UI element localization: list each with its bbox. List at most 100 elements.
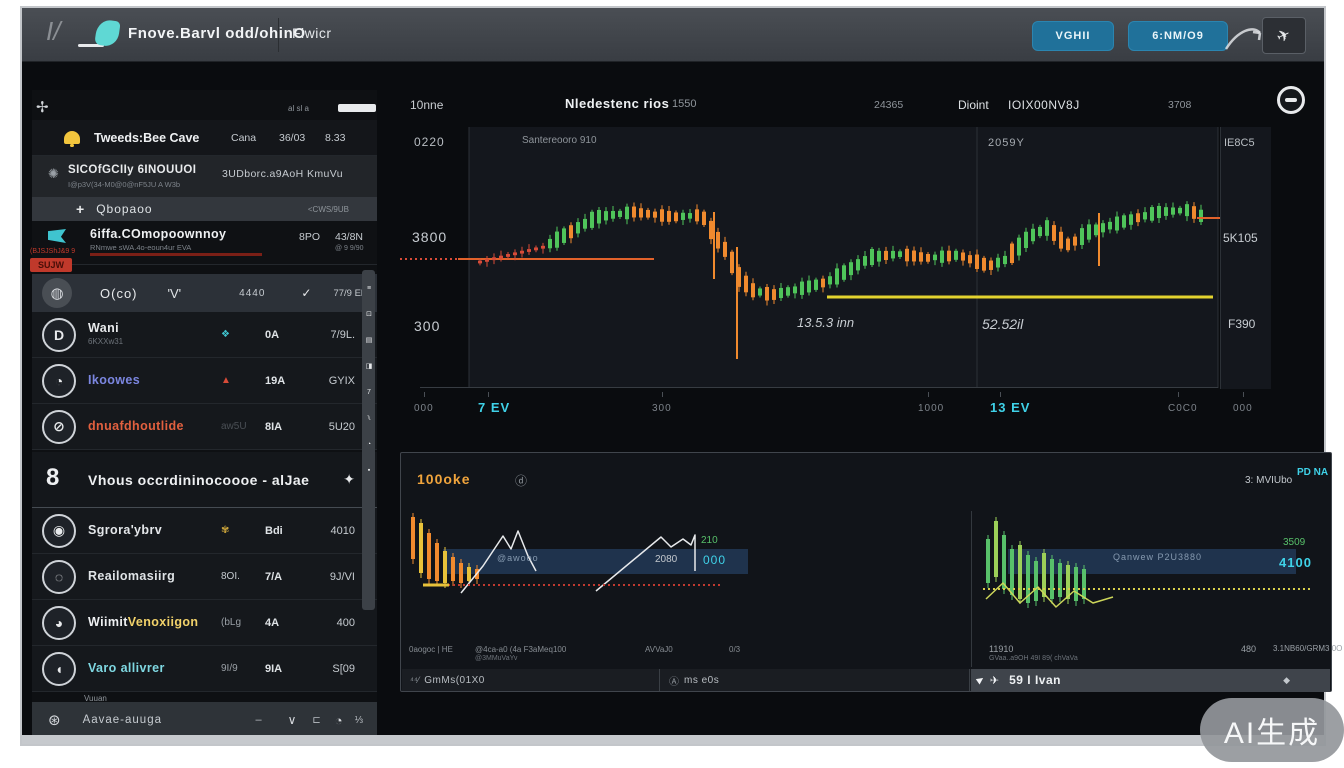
status-bar: ⁴⁴⁄ GmMs(01X0 Ⓐ ms e0s ► ✈ 59 I Ivan ◆ (402, 669, 1330, 691)
timeframe-label[interactable]: 10nne (410, 98, 444, 112)
info-circle-icon[interactable]: ⓓ (515, 474, 528, 488)
asset-mid: 8OI. (221, 571, 240, 582)
x-axis: 000 7 EV 300 1000 13 EV C0C0 000 (400, 392, 1260, 420)
selected-text2: 'V' (167, 285, 182, 301)
watchlist-row[interactable]: ◌ Reailomasiirg 8OI. 7/A 9J/VI (32, 554, 377, 600)
group-title: Vhous occrdininocoooe - alJae (88, 471, 310, 488)
asset-value-1: 4A (265, 616, 280, 629)
logo-underline (78, 44, 104, 47)
sparkle-icon: ✦ (343, 471, 355, 487)
watchlist-row[interactable]: D Wani 6KXXw31 ❖ 0A 7/9L. (32, 312, 377, 358)
nav-item[interactable]: Fiwicr (292, 25, 332, 41)
tools-button[interactable]: ✈ (1262, 17, 1306, 54)
meta-b: @4ca-a0 (4a F3aMeq100 (475, 645, 567, 654)
dock-icon[interactable]: ⊏ (312, 714, 321, 726)
watchlist-row[interactable]: ◉ Sgrora'ybrv ✾ Bdi 4010 (32, 508, 377, 554)
asset-value-2: S[09 (332, 662, 355, 675)
bell-icon (64, 131, 80, 147)
left-chart-value1: 2080 (655, 554, 678, 565)
annotation-1: 13.5.3 inn (797, 315, 855, 330)
selected-value2: 77/9 Eh (333, 287, 367, 299)
alert-row[interactable]: Tweeds:Bee Cave Cana 36/03 8.33 (32, 120, 377, 156)
check-icon: ✓ (301, 286, 312, 300)
x-tick: 000 (414, 403, 434, 414)
asset-name: Reailomasiirg (88, 569, 176, 583)
bottom-panel-title: 100oke (417, 471, 471, 487)
card-sub: I@p3V(34-M0@0@nF5JU A W3b (68, 180, 181, 189)
status-segment-2[interactable]: Ⓐ ms e0s (661, 669, 970, 691)
cursor-icon: ► (972, 671, 989, 689)
watchlist-row[interactable]: ⊘ dnuafdhoutlide aw5U 8IA 5U20 (32, 404, 377, 450)
selected-watchlist-row[interactable]: ◍ O(co) 'V' 4440 ✓ 77/9 Eh (32, 274, 377, 313)
asset-mid: aw5U (221, 421, 247, 432)
right-axis-panel (1220, 127, 1271, 389)
bottom-panel: 100oke ⓓ 3: MVIUbo PD NA @awooo 2080 000… (400, 452, 1342, 692)
move-icon[interactable]: ✢ (36, 99, 49, 116)
status2-label: ms e0s (684, 674, 720, 686)
watchlist-row[interactable]: ◖ Varo allivrer 9I/9 9IA S[09 (32, 646, 377, 692)
watchlist-row[interactable]: ◕ Wiimit Venoxiigon (bLg 4A 400 (32, 600, 377, 646)
stamp-icon[interactable]: ∨ (287, 713, 297, 727)
dash-icon[interactable]: – (255, 714, 262, 726)
header-value-1: 24365 (874, 99, 904, 111)
x-tick-mark (1178, 392, 1179, 397)
brand-title[interactable]: Fnove.Barvl odd/ohinO (128, 25, 306, 42)
annotation-2: 52.52il (982, 316, 1024, 332)
band-text-right: Qanwew P2U3880 (1113, 552, 1203, 562)
asset-icon: D (42, 317, 76, 352)
x-tick-mark (1243, 392, 1244, 397)
asset-value-1: Bdi (265, 524, 283, 537)
right-chart-value2: 4100 (1279, 555, 1312, 570)
x-tick-mark (662, 392, 663, 397)
asset-icon: ◖ (42, 651, 76, 686)
x-tick-mark (424, 392, 425, 397)
clock-icon[interactable]: ◔ (334, 712, 343, 728)
x-tick: 300 (652, 403, 672, 414)
topbar-button-2[interactable]: 6:NM/O9 (1128, 21, 1228, 51)
x-tick-mark (1000, 392, 1001, 397)
indicator-chart-left[interactable] (403, 511, 968, 639)
alert-badge: SUJW (30, 258, 72, 272)
asset-name: Wiimit (88, 615, 128, 629)
status-segment-3[interactable]: ► ✈ 59 I Ivan ◆ (971, 669, 1330, 691)
group-header-row[interactable]: 8 Vhous occrdininocoooe - alJae ✦ (32, 452, 377, 508)
asset-value-1: 9IA (265, 662, 283, 675)
status-segment-1[interactable]: ⁴⁴⁄ GmMs(01X0 (402, 669, 660, 691)
asset-name: Wani (88, 320, 119, 335)
asset-value-2: 4010 (330, 524, 355, 537)
header-value-2: IOIX00NV8J (1008, 98, 1080, 112)
caret-icon[interactable]: ◆ (1283, 674, 1290, 685)
chart-title: Nledestenc rios (565, 96, 670, 111)
add-row[interactable]: + Qbopaoo <CWS/9UB (32, 197, 377, 221)
topbar-button-1[interactable]: VGHII (1032, 21, 1114, 51)
asset-value-2: 7/9L. (330, 328, 355, 341)
y-axis-label-2: 3800 (412, 229, 448, 245)
subchart-divider (971, 511, 972, 667)
sidebar-footer-bar: ⊛ Aavae-auuga – ∨ ⊏ ◔ ⅓ (32, 702, 377, 738)
position-row[interactable]: 6iffa.COmopoownnoy RNmwe sWA.4o-eoun4ur … (32, 221, 377, 265)
asset-name: Varo allivrer (88, 661, 165, 675)
left-chart-value3: 210 (701, 535, 718, 546)
band-text-left: @awooo (497, 553, 539, 563)
asset-name: dnuafdhoutlide (88, 419, 184, 433)
sidebar-scrollbar[interactable] (362, 270, 375, 610)
user-avatar[interactable] (1277, 86, 1305, 114)
gear-icon[interactable]: ⊛ (48, 712, 61, 729)
footer-label: Aavae-auuga (82, 714, 162, 726)
candlestick-chart[interactable] (400, 127, 1220, 389)
position-title: 6iffa.COmopoownnoy (90, 227, 227, 241)
watchlist-row[interactable]: ◔ Ikoowes ▲ 19A GYIX (32, 358, 377, 404)
fraction-icon[interactable]: ⅓ (354, 714, 363, 726)
alert-title: Tweeds:Bee Cave (94, 130, 200, 145)
meta-f: 480 (1241, 644, 1257, 654)
account-card[interactable]: ✺ SICOfGCIIy 6INOUUOI I@p3V(34-M0@0@nF5J… (32, 156, 377, 198)
bottom-panel-right-label: 3: MVIUbo (1245, 475, 1293, 486)
mini-progress-bar[interactable] (338, 104, 376, 112)
watchlist-rows-bottom: ◉ Sgrora'ybrv ✾ Bdi 4010 ◌ Reailomasiirg… (32, 508, 377, 692)
meta-c: AVVaJ0 (645, 645, 673, 654)
asset-mid: ✾ (221, 525, 230, 536)
asset-icon: ◌ (42, 559, 76, 594)
asset-icon: ⊘ (42, 409, 76, 444)
indicator-chart-right[interactable] (978, 511, 1331, 639)
